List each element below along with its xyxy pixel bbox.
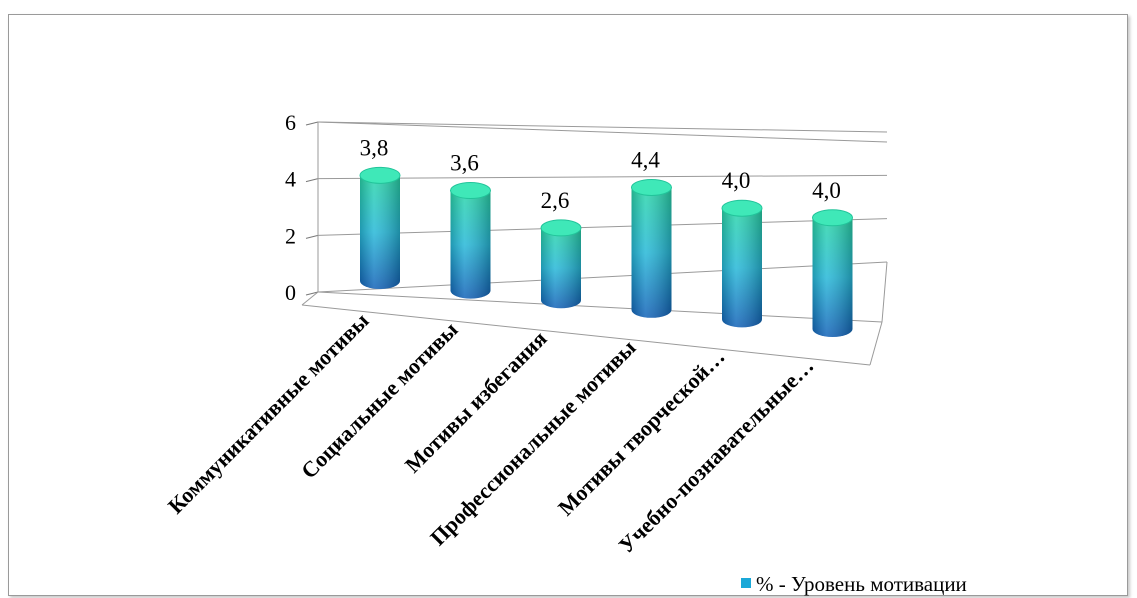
data-label: 3,8 [360, 135, 389, 160]
legend-label: % - Уровень мотивации [756, 572, 967, 596]
category-label: Профессиональные мотивы [425, 335, 640, 550]
y-tick-label: 4 [285, 167, 296, 192]
y-tick-mark [305, 121, 319, 126]
chart-axes: 0 2 4 6 [285, 110, 888, 366]
data-label: 2,6 [541, 188, 570, 213]
bar-1 [359, 166, 401, 289]
gridline [317, 218, 888, 236]
category-label: Учебно-познавательные… [613, 353, 818, 558]
bar-shade [631, 187, 672, 318]
y-tick-label: 6 [285, 110, 296, 135]
bar-shade [722, 208, 762, 328]
legend-swatch [741, 578, 751, 588]
bar-top [450, 182, 491, 200]
bar-top [631, 178, 672, 196]
back-right-edge [881, 261, 888, 323]
y-tick-mark [305, 291, 319, 296]
bar-shade [541, 227, 581, 309]
data-label: 4,0 [812, 178, 841, 203]
bar-top [359, 166, 401, 184]
bar-shade [812, 217, 853, 337]
chart-bars [359, 166, 853, 337]
bar-top [812, 209, 853, 227]
y-tick-label: 0 [285, 280, 296, 305]
y-tick-mark [305, 234, 319, 239]
chart-labels: 3,8 3,6 2,6 4,4 4,0 4,0 Коммуникативные мотивы… [163, 135, 841, 558]
bar-5 [721, 199, 763, 328]
bar-6 [812, 209, 853, 337]
data-label: 4,4 [631, 147, 660, 172]
floor-left-edge [301, 291, 319, 306]
floor-right-edge [869, 321, 883, 366]
category-label: Коммуникативные мотивы [163, 308, 374, 519]
bar-2 [450, 182, 491, 299]
bar-3 [540, 219, 582, 309]
back-top-edge [317, 121, 888, 143]
bar-4 [631, 178, 672, 318]
y-tick-mark [305, 178, 319, 183]
floor-bottom-edge [301, 304, 871, 366]
y-tick-label: 2 [285, 223, 296, 248]
gridline [317, 261, 888, 293]
bar-shade [450, 190, 491, 299]
chart-legend: % - Уровень мотивации [741, 572, 967, 596]
floor-front-edge [317, 291, 883, 323]
gridline [317, 121, 888, 133]
bar-top [540, 219, 582, 237]
data-label: 3,6 [450, 151, 479, 176]
category-label: Мотивы творческой… [553, 344, 730, 521]
gridline [317, 174, 888, 180]
bar-shade [360, 175, 400, 289]
bar-top [721, 199, 763, 217]
data-label: 4,0 [722, 168, 751, 193]
